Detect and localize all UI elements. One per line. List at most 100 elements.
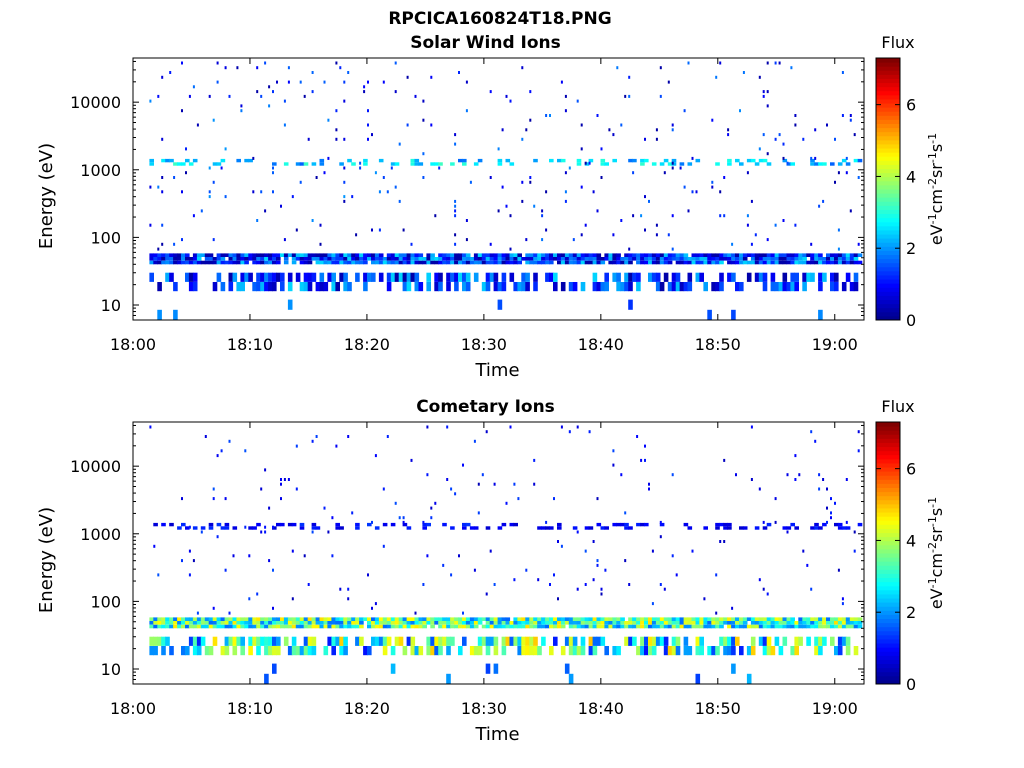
spectrogram-cell: [663, 617, 669, 621]
spectrogram-cell: [774, 61, 777, 65]
colorbar-segment: [876, 446, 900, 452]
spectrogram-cell: [402, 646, 408, 656]
spectrogram-cell: [798, 636, 803, 646]
spectrogram-cell: [477, 621, 483, 625]
spectrogram-cell: [196, 636, 202, 646]
spectrogram-cell: [715, 624, 720, 629]
spectrogram-cell: [149, 646, 154, 656]
spectrogram-cell: [687, 624, 693, 629]
colorbar-segment: [876, 520, 900, 525]
spectrogram-cell: [291, 257, 297, 261]
colorbar-segment: [876, 565, 900, 570]
spectrogram-cell: [367, 137, 369, 141]
spectrogram-cell: [303, 272, 309, 282]
spectrogram-cell: [458, 272, 463, 282]
spectrogram-cell: [853, 253, 859, 257]
spectrogram-cell: [465, 257, 471, 261]
spectrogram-cell: [703, 257, 708, 261]
spectrogram-cell: [307, 617, 313, 621]
spectrogram-cell: [826, 624, 831, 629]
spectrogram-cell: [545, 228, 548, 232]
spectrogram-cell: [640, 617, 645, 621]
spectrogram-cell: [149, 158, 154, 163]
spectrogram-cell: [533, 617, 538, 621]
spectrogram-cell: [640, 158, 645, 163]
spectrogram-cell: [644, 137, 646, 141]
spectrogram-cell: [339, 260, 344, 265]
spectrogram-cell: [343, 621, 348, 625]
spectrogram-cell: [857, 430, 860, 434]
spectrogram-cell: [343, 636, 348, 646]
spectrogram-cell: [612, 463, 615, 467]
spectrogram-cell: [355, 272, 360, 282]
spectrogram-cell: [462, 624, 467, 629]
spectrogram-cell: [806, 563, 809, 567]
spectrogram-cell: [414, 257, 420, 261]
spectrogram-cell: [177, 253, 182, 257]
spectrogram-cell: [774, 520, 777, 524]
spectrogram-cell: [742, 526, 748, 530]
spectrogram-cell: [663, 621, 669, 625]
colorbar-segment: [876, 90, 900, 96]
spectrogram-cell: [232, 257, 238, 261]
spectrogram-cell: [216, 621, 222, 625]
spectrogram-cell: [188, 621, 194, 625]
spectrogram-cell: [248, 646, 253, 656]
spectrogram-cell: [501, 617, 507, 621]
spectrogram-cell: [216, 260, 222, 265]
spectrogram-cell: [188, 636, 194, 646]
spectrogram-cell: [351, 162, 356, 166]
spectrogram-cell: [244, 257, 249, 261]
spectrogram-cell: [580, 646, 586, 656]
spectrogram-cell: [521, 137, 524, 141]
colorbar-segment: [876, 221, 900, 227]
spectrogram-cell: [224, 621, 230, 625]
spectrogram-cell: [295, 257, 301, 261]
spectrogram-cell: [849, 253, 855, 257]
spectrogram-cell: [319, 162, 325, 166]
spectrogram-cell: [161, 253, 166, 257]
spectrogram-cell: [790, 646, 795, 656]
spectrogram-cell: [311, 90, 314, 94]
spectrogram-cell: [493, 253, 499, 257]
spectrogram-cell: [580, 617, 586, 621]
spectrogram-cell: [260, 190, 263, 194]
spectrogram-cell: [454, 214, 457, 218]
spectrogram-cell: [703, 624, 708, 629]
spectrogram-cell: [394, 636, 400, 646]
spectrogram-cell: [438, 162, 443, 166]
spectrogram-cell: [802, 549, 805, 553]
spectrogram-cell: [616, 624, 621, 629]
spectrogram-cell: [244, 621, 249, 625]
spectrogram-cell: [640, 522, 645, 527]
spectrogram-cell: [276, 272, 281, 282]
spectrogram-cell: [655, 621, 661, 625]
colorbar-segment: [876, 86, 900, 92]
spectrogram-cell: [525, 272, 530, 282]
spectrogram-cell: [667, 646, 673, 656]
spectrogram-cell: [541, 238, 544, 242]
spectrogram-cell: [687, 617, 693, 621]
spectrogram-cell: [232, 617, 238, 621]
spectrogram-cell: [228, 621, 234, 625]
spectrogram-cell: [185, 621, 190, 625]
spectrogram-cell: [564, 190, 567, 194]
spectrogram-cell: [359, 257, 364, 261]
spectrogram-cell: [560, 425, 563, 429]
spectrogram-cell: [505, 204, 508, 208]
spectrogram-cell: [834, 646, 839, 656]
spectrogram-cell: [600, 158, 606, 163]
spectrogram-cell: [810, 526, 815, 530]
spectrogram-cell: [438, 282, 443, 292]
spectrogram-cell: [315, 617, 321, 621]
spectrogram-cell: [240, 646, 245, 656]
spectrogram-cell: [509, 162, 515, 166]
spectrogram-cell: [719, 282, 724, 292]
spectrogram-cell: [778, 624, 784, 629]
spectrogram-cell: [533, 253, 538, 257]
spectrogram-cell: [295, 272, 301, 282]
spectrogram-cell: [276, 624, 281, 629]
spectrogram-cell: [644, 253, 649, 257]
spectrogram-cell: [584, 257, 590, 261]
spectrogram-cell: [339, 257, 344, 261]
